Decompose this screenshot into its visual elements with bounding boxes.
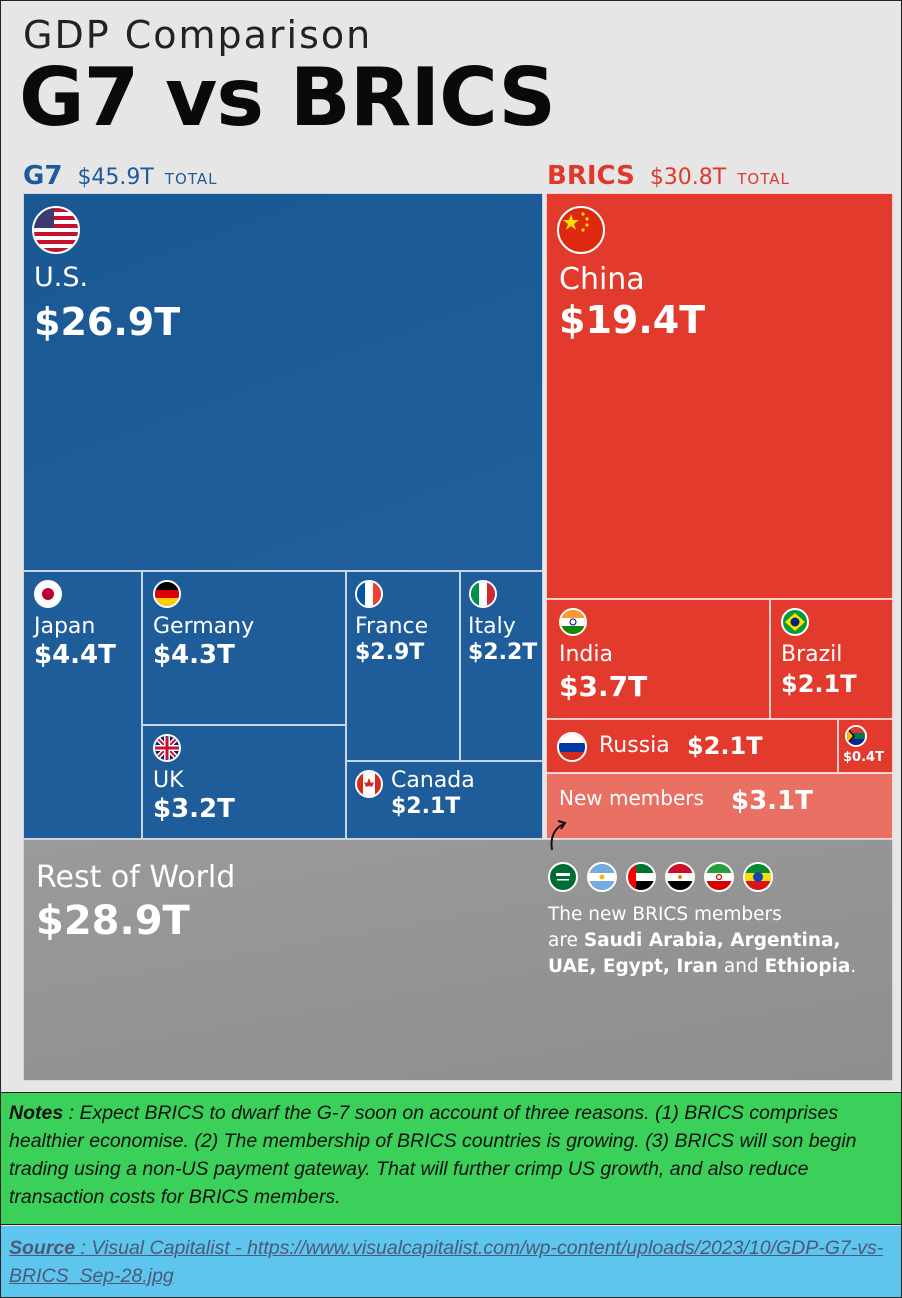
arrow-icon <box>550 820 567 851</box>
source-label-text: Source <box>9 1237 76 1259</box>
tile-us: U.S. $26.9T <box>23 193 543 571</box>
canada-flag-icon <box>355 770 383 798</box>
india-flag-icon <box>559 608 587 636</box>
tile-uk: UK $3.2T <box>142 725 346 839</box>
source-label[interactable]: Source <box>9 1237 75 1259</box>
note-line-3-bold-b: Ethiopia <box>764 956 851 977</box>
china-flag-icon <box>557 206 605 254</box>
rest-of-world-label: Rest of World <box>36 860 236 895</box>
italy-value: $2.2T <box>468 640 538 665</box>
tile-brazil: Brazil $2.1T <box>770 599 893 719</box>
japan-label: Japan <box>34 614 96 639</box>
france-value: $2.9T <box>355 640 425 665</box>
brics-group-name: BRICS <box>547 161 635 191</box>
us-flag-icon <box>32 206 80 254</box>
egypt-flag-icon <box>665 862 695 892</box>
germany-flag-icon <box>153 580 181 608</box>
tile-rest-of-world: Rest of World $28.9T <box>23 820 893 1081</box>
uk-flag-icon <box>153 734 181 762</box>
g7-group-name: G7 <box>23 161 63 191</box>
china-label: China <box>559 262 645 297</box>
tile-russia: Russia $2.1T <box>546 719 838 773</box>
south-africa-value: $0.4T <box>843 750 884 765</box>
chart-subtitle: GDP Comparison <box>23 13 373 57</box>
notes-label: Notes <box>9 1102 64 1124</box>
tile-italy: Italy $2.2T <box>460 571 543 761</box>
g7-group-total: $45.9T <box>77 165 154 190</box>
ethiopia-flag-icon <box>743 862 773 892</box>
saudi-arabia-flag-icon <box>548 862 578 892</box>
rest-of-world-value: $28.9T <box>36 898 190 944</box>
source-link[interactable]: : Visual Capitalist - https://www.visual… <box>9 1237 884 1287</box>
italy-flag-icon <box>469 580 497 608</box>
new-members-label: New members <box>559 786 704 810</box>
germany-value: $4.3T <box>153 640 235 670</box>
new-member-flags <box>548 862 808 894</box>
tile-germany: Germany $4.3T <box>142 571 346 725</box>
us-label: U.S. <box>34 262 89 293</box>
uae-flag-icon <box>626 862 656 892</box>
russia-value: $2.1T <box>687 732 763 760</box>
us-value: $26.9T <box>34 300 181 344</box>
iran-flag-icon <box>704 862 734 892</box>
note-line-3: UAE, Egypt, Iran and Ethiopia. <box>548 954 888 980</box>
brics-total-label: TOTAL <box>737 170 790 188</box>
brazil-value: $2.1T <box>781 670 857 698</box>
russia-flag-icon <box>557 732 587 762</box>
argentina-flag-icon <box>587 862 617 892</box>
note-line-2: are Saudi Arabia, Argentina, <box>548 928 888 954</box>
tile-japan: Japan $4.4T <box>23 571 142 839</box>
note-line-1: The new BRICS members <box>548 904 782 925</box>
brics-group-header: BRICS $30.8T TOTAL <box>547 161 790 191</box>
note-line-3-bold-a: UAE, Egypt, Iran <box>548 956 719 977</box>
note-line-2-prefix: are <box>548 930 584 951</box>
south-africa-flag-icon <box>845 725 867 747</box>
new-members-note: The new BRICS members are Saudi Arabia, … <box>548 902 888 980</box>
italy-label: Italy <box>468 614 516 639</box>
uk-label: UK <box>153 768 184 793</box>
france-label: France <box>355 614 429 639</box>
tile-canada: Canada $2.1T <box>346 761 543 839</box>
new-members-value: $3.1T <box>731 786 813 816</box>
france-flag-icon <box>355 580 383 608</box>
uk-value: $3.2T <box>153 794 235 824</box>
china-value: $19.4T <box>559 298 706 342</box>
canada-value: $2.1T <box>391 794 461 819</box>
japan-value: $4.4T <box>34 640 116 670</box>
tile-south-africa: $0.4T <box>838 719 893 773</box>
tile-india: India $3.7T <box>546 599 770 719</box>
note-line-2-bold: Saudi Arabia, Argentina, <box>583 930 841 951</box>
note-line-3-mid: and <box>718 956 765 977</box>
india-value: $3.7T <box>559 670 648 703</box>
brazil-label: Brazil <box>781 642 843 667</box>
g7-total-label: TOTAL <box>164 170 218 188</box>
india-label: India <box>559 642 613 667</box>
canada-label: Canada <box>391 768 475 793</box>
brics-group-total: $30.8T <box>649 165 727 190</box>
notes-box: Notes : Expect BRICS to dwarf the G-7 so… <box>1 1092 901 1225</box>
japan-flag-icon <box>34 580 62 608</box>
source-box: Source : Visual Capitalist - https://www… <box>1 1226 901 1297</box>
tile-china: China $19.4T <box>546 193 893 599</box>
brazil-flag-icon <box>781 608 809 636</box>
tile-france: France $2.9T <box>346 571 460 761</box>
tile-new-members: New members $3.1T <box>546 773 893 839</box>
note-line-3-end: . <box>850 956 857 977</box>
g7-group-header: G7 $45.9T TOTAL <box>23 161 217 191</box>
germany-label: Germany <box>153 614 255 639</box>
russia-label: Russia <box>599 733 670 758</box>
notes-text: : Expect BRICS to dwarf the G-7 soon on … <box>9 1102 857 1208</box>
chart-title: G7 vs BRICS <box>19 51 556 144</box>
